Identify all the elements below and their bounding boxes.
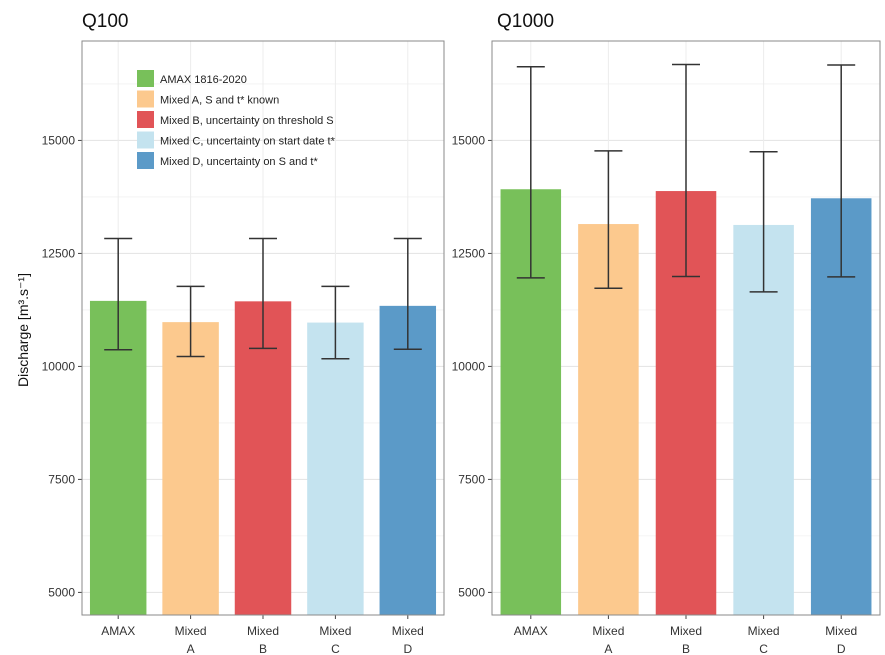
plot-border — [81, 40, 445, 616]
x-tick-label: AMAX — [101, 624, 135, 638]
legend-label: Mixed D, uncertainty on S and t* — [160, 156, 318, 168]
x-tick-label-sub: D — [837, 642, 846, 655]
x-tick-label: AMAX — [514, 624, 548, 638]
x-tick-label-sub: D — [403, 642, 412, 655]
plot-border — [491, 40, 881, 616]
bar-5 — [379, 305, 437, 615]
y-tick-label: 15000 — [42, 133, 76, 147]
chart-title: Q1000 — [497, 11, 554, 32]
legend-swatch — [137, 152, 154, 169]
x-tick-label-sub: A — [187, 642, 195, 655]
legend-label: Mixed A, S and t* known — [160, 95, 279, 107]
x-tick-label-sub: B — [682, 642, 690, 655]
bar-2 — [578, 224, 639, 615]
y-tick-label: 7500 — [48, 472, 75, 486]
chart-title: Q100 — [82, 11, 128, 32]
x-tick-label: Mixed — [592, 624, 624, 638]
x-tick-label: Mixed — [247, 624, 279, 638]
y-tick-label: 5000 — [458, 585, 485, 599]
x-tick-label: Mixed — [175, 624, 207, 638]
y-tick-label: 12500 — [42, 246, 76, 260]
legend-swatch — [137, 111, 154, 128]
bar-2 — [162, 322, 219, 615]
y-tick-label: 10000 — [452, 359, 486, 373]
chart-panel-q100: Q100 5000 7500 10000 12500 15000 AMAX Mixed A Mix… — [42, 11, 445, 655]
x-tick-label: Mixed — [319, 624, 351, 638]
legend-swatch — [137, 70, 154, 87]
bar-1 — [89, 300, 147, 615]
x-tick-label-sub: C — [331, 642, 340, 655]
x-tick-label: Mixed — [748, 624, 780, 638]
y-tick-label: 15000 — [452, 133, 486, 147]
x-tick-label-sub: C — [759, 642, 768, 655]
y-tick-label: 7500 — [458, 472, 485, 486]
chart-panel-q1000: Q1000 5000 7500 10000 12500 15000 AMAX Mixed A Mi… — [452, 11, 881, 655]
x-tick-label: Mixed — [670, 624, 702, 638]
legend-swatch — [137, 131, 154, 149]
y-axis-label: Discharge [m³.s⁻¹] — [15, 273, 31, 387]
legend-label: AMAX 1816-2020 — [160, 74, 247, 86]
y-tick-label: 10000 — [42, 359, 76, 373]
legend-label: Mixed C, uncertainty on start date t* — [160, 136, 336, 148]
bar-3 — [234, 301, 292, 615]
bar-4 — [307, 322, 364, 615]
legend: AMAX 1816-2020 Mixed A, S and t* known Mix… — [137, 70, 336, 169]
legend-swatch — [137, 90, 154, 108]
y-tick-label: 5000 — [48, 585, 75, 599]
x-tick-label: Mixed — [825, 624, 857, 638]
x-tick-label: Mixed — [392, 624, 424, 638]
legend-label: Mixed B, uncertainty on threshold S — [160, 115, 334, 127]
x-tick-label-sub: B — [259, 642, 267, 655]
x-tick-label-sub: A — [604, 642, 612, 655]
y-tick-label: 12500 — [452, 246, 486, 260]
